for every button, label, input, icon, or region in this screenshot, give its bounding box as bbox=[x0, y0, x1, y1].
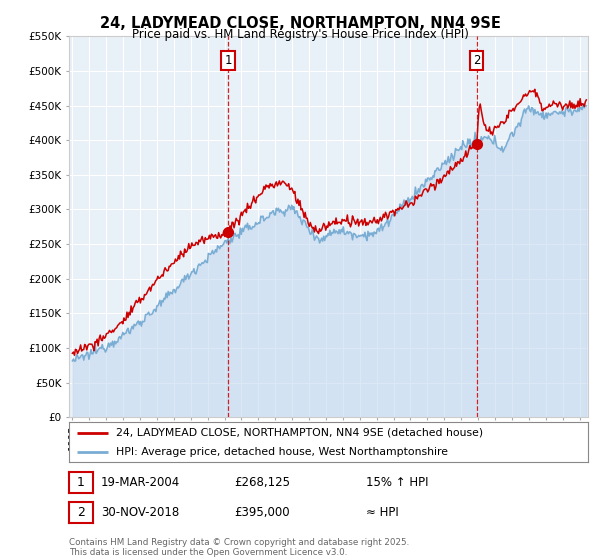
Text: 24, LADYMEAD CLOSE, NORTHAMPTON, NN4 9SE: 24, LADYMEAD CLOSE, NORTHAMPTON, NN4 9SE bbox=[100, 16, 500, 31]
Text: 1: 1 bbox=[224, 54, 232, 67]
Text: 1: 1 bbox=[77, 476, 85, 489]
Text: 19-MAR-2004: 19-MAR-2004 bbox=[101, 476, 180, 489]
Text: ≈ HPI: ≈ HPI bbox=[366, 506, 399, 519]
Text: £395,000: £395,000 bbox=[234, 506, 290, 519]
Text: 15% ↑ HPI: 15% ↑ HPI bbox=[366, 476, 428, 489]
Text: 2: 2 bbox=[77, 506, 85, 519]
Text: Contains HM Land Registry data © Crown copyright and database right 2025.
This d: Contains HM Land Registry data © Crown c… bbox=[69, 538, 409, 557]
Text: 2: 2 bbox=[473, 54, 481, 67]
Text: 30-NOV-2018: 30-NOV-2018 bbox=[101, 506, 179, 519]
Text: Price paid vs. HM Land Registry's House Price Index (HPI): Price paid vs. HM Land Registry's House … bbox=[131, 28, 469, 41]
Text: 24, LADYMEAD CLOSE, NORTHAMPTON, NN4 9SE (detached house): 24, LADYMEAD CLOSE, NORTHAMPTON, NN4 9SE… bbox=[116, 428, 483, 438]
Text: £268,125: £268,125 bbox=[234, 476, 290, 489]
Text: HPI: Average price, detached house, West Northamptonshire: HPI: Average price, detached house, West… bbox=[116, 447, 448, 457]
